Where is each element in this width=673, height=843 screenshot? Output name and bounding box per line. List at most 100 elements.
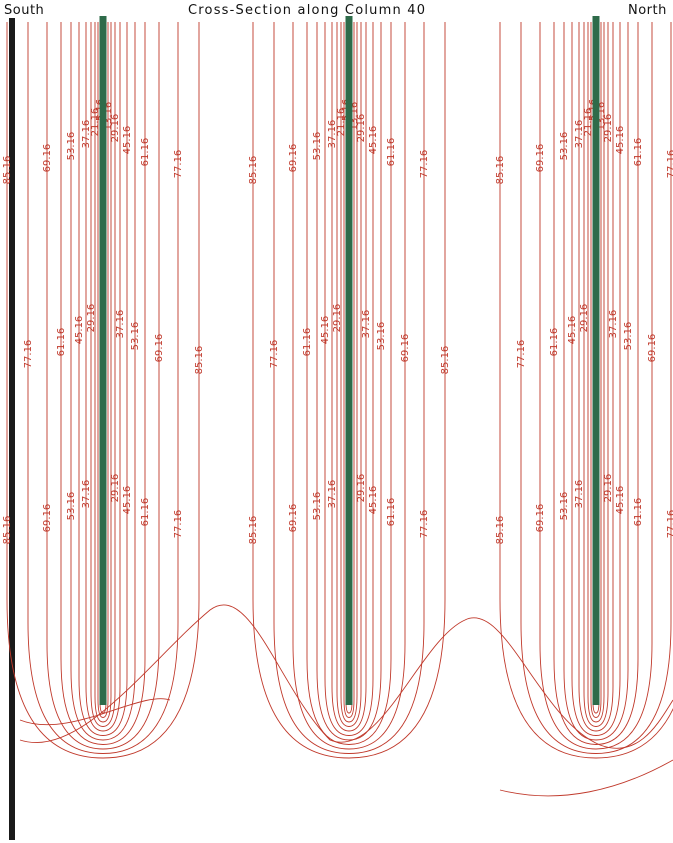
contour-label: 61.16	[302, 328, 313, 357]
contour-line	[316, 22, 382, 741]
contour-label: 61.16	[56, 328, 67, 357]
contour-line	[583, 22, 609, 727]
contour-label: 45.16	[368, 126, 379, 155]
contour-line	[345, 22, 353, 714]
contour-label: 29.16	[110, 114, 121, 143]
contour-line	[27, 22, 179, 754]
contour-label: 77.16	[666, 510, 673, 539]
contour-line	[343, 22, 355, 718]
contour-line	[97, 22, 109, 718]
contour-label: 61.16	[140, 498, 151, 527]
contour-label: 45.16	[122, 126, 133, 155]
contour-line	[336, 22, 362, 727]
contour-label: 85.16	[194, 346, 205, 375]
contour-label: 45.16	[74, 316, 85, 345]
contour-label: 61.16	[633, 498, 644, 527]
contour-label: 37.16	[115, 310, 126, 339]
contour-label: 77.16	[269, 340, 280, 369]
contour-label: 69.16	[647, 334, 658, 363]
contour-line	[85, 22, 121, 732]
contour-label: 45.16	[567, 316, 578, 345]
contour-label: 69.16	[288, 504, 299, 533]
contour-label: 45.16	[122, 486, 133, 515]
contour-line	[563, 22, 629, 741]
contour-label: 53.16	[376, 322, 387, 351]
contour-label: 29.16	[86, 304, 97, 333]
contour-label: 53.16	[623, 322, 634, 351]
contour-label: 29.16	[332, 304, 343, 333]
contour-line	[553, 22, 639, 745]
contour-label: 77.16	[666, 150, 673, 179]
contour-label: 69.16	[42, 504, 53, 533]
contour-line	[590, 22, 602, 718]
contour-group	[6, 22, 673, 797]
contour-line	[520, 22, 672, 754]
contour-label: 53.16	[559, 132, 570, 161]
contour-label: 53.16	[559, 492, 570, 521]
contour-label: 61.16	[549, 328, 560, 357]
contour-line	[99, 22, 107, 714]
contour-label: 37.16	[361, 310, 372, 339]
contour-label: 85.16	[495, 156, 506, 185]
contour-label: 29.16	[356, 114, 367, 143]
contour-line	[592, 22, 600, 714]
contour-label: 61.16	[386, 498, 397, 527]
contour-label: 69.16	[288, 144, 299, 173]
contour-label: 85.16	[440, 346, 451, 375]
contour-label: 37.16	[81, 120, 92, 149]
contour-label: 37.16	[574, 120, 585, 149]
contour-label: 69.16	[154, 334, 165, 363]
contour-label: 37.16	[81, 480, 92, 509]
contour-label: 61.16	[140, 138, 151, 167]
contour-line	[273, 22, 425, 754]
contour-label: 37.16	[327, 480, 338, 509]
contour-line	[78, 22, 128, 736]
contour-label: 29.16	[579, 304, 590, 333]
well-group	[99, 16, 600, 705]
contour-label: 45.16	[615, 486, 626, 515]
well-3	[592, 16, 600, 705]
contour-label: 85.16	[2, 156, 13, 185]
contour-line	[94, 22, 112, 723]
contour-label: 21.16	[336, 108, 347, 137]
contour-label: 77.16	[173, 510, 184, 539]
contour-line	[331, 22, 367, 732]
contour-label: 29.16	[603, 474, 614, 503]
contour-label: 61.16	[633, 138, 644, 167]
well-1	[99, 16, 107, 705]
contour-label: 85.16	[495, 516, 506, 545]
contour-label: 77.16	[173, 150, 184, 179]
contour-line	[499, 22, 673, 759]
contour-label: 85.16	[248, 156, 259, 185]
direction-label-south: South	[4, 3, 45, 18]
contour-label: 69.16	[535, 144, 546, 173]
contour-label: 69.16	[535, 504, 546, 533]
contour-line	[587, 22, 605, 723]
contour-line	[539, 22, 653, 750]
contour-label: 45.16	[615, 126, 626, 155]
contour-line	[340, 22, 358, 723]
contour-line	[252, 22, 446, 759]
contour-label: 37.16	[608, 310, 619, 339]
contour-label: 29.16	[356, 474, 367, 503]
contour-label: 53.16	[312, 492, 323, 521]
contour-line	[578, 22, 614, 732]
contour-label: 77.16	[23, 340, 34, 369]
contour-label: 69.16	[42, 144, 53, 173]
header: South Cross-Section along Column 40 Nort…	[0, 0, 673, 22]
contour-label: 77.16	[419, 510, 430, 539]
contour-label: 85.16	[2, 516, 13, 545]
contour-label: 61.16	[386, 138, 397, 167]
contour-label: 45.16	[368, 486, 379, 515]
contour-line	[306, 22, 392, 745]
contour-label: 69.16	[400, 334, 411, 363]
contour-label: 13.16	[596, 102, 607, 131]
contour-label: 77.16	[419, 150, 430, 179]
contour-label: 53.16	[130, 322, 141, 351]
direction-label-north: North	[628, 3, 667, 18]
contour-label: 85.16	[248, 516, 259, 545]
contour-label: 29.16	[110, 474, 121, 503]
well-2	[345, 16, 353, 705]
contour-label: 77.16	[516, 340, 527, 369]
contour-label: 21.16	[90, 108, 101, 137]
